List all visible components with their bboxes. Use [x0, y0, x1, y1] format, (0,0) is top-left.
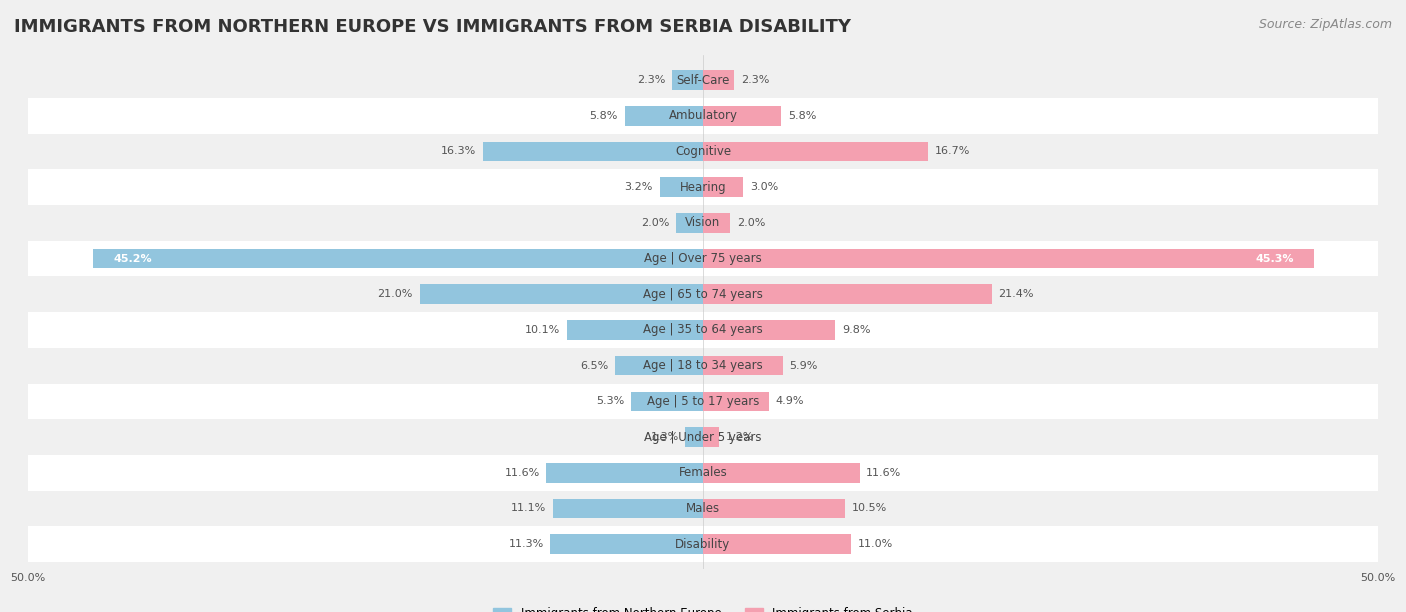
Bar — [616, 356, 703, 376]
Bar — [28, 205, 1378, 241]
Bar — [28, 312, 1378, 348]
Text: Age | 5 to 17 years: Age | 5 to 17 years — [647, 395, 759, 408]
Bar — [547, 463, 703, 483]
Bar — [28, 133, 1378, 170]
Bar — [551, 534, 703, 554]
Text: Vision: Vision — [685, 217, 721, 230]
Text: 11.6%: 11.6% — [866, 468, 901, 478]
Text: 10.1%: 10.1% — [524, 325, 560, 335]
Bar — [553, 499, 703, 518]
Text: Age | Under 5 years: Age | Under 5 years — [644, 431, 762, 444]
Text: 45.2%: 45.2% — [112, 253, 152, 264]
Bar — [28, 241, 1378, 277]
Bar — [703, 534, 852, 554]
Text: 4.9%: 4.9% — [776, 397, 804, 406]
Bar — [631, 392, 703, 411]
Bar — [28, 491, 1378, 526]
Bar — [676, 213, 703, 233]
Bar — [672, 70, 703, 90]
Text: Ambulatory: Ambulatory — [668, 110, 738, 122]
Text: 11.1%: 11.1% — [512, 504, 547, 513]
Bar — [703, 177, 744, 197]
Text: 2.0%: 2.0% — [641, 218, 669, 228]
Text: 1.2%: 1.2% — [725, 432, 755, 442]
Text: Self-Care: Self-Care — [676, 73, 730, 86]
Text: IMMIGRANTS FROM NORTHERN EUROPE VS IMMIGRANTS FROM SERBIA DISABILITY: IMMIGRANTS FROM NORTHERN EUROPE VS IMMIG… — [14, 18, 851, 36]
Bar — [686, 427, 703, 447]
Bar — [703, 106, 782, 125]
Text: 2.3%: 2.3% — [637, 75, 665, 85]
Text: 1.3%: 1.3% — [651, 432, 679, 442]
Bar — [28, 455, 1378, 491]
Bar — [484, 141, 703, 162]
Text: 9.8%: 9.8% — [842, 325, 870, 335]
Text: Age | 65 to 74 years: Age | 65 to 74 years — [643, 288, 763, 300]
Bar — [28, 277, 1378, 312]
Bar — [28, 62, 1378, 98]
Text: Hearing: Hearing — [679, 181, 727, 193]
Text: 5.3%: 5.3% — [596, 397, 624, 406]
Bar — [28, 419, 1378, 455]
Bar — [28, 170, 1378, 205]
Bar — [703, 499, 845, 518]
Text: Age | Over 75 years: Age | Over 75 years — [644, 252, 762, 265]
Bar — [28, 526, 1378, 562]
Bar — [28, 348, 1378, 384]
Bar — [703, 356, 783, 376]
Text: Cognitive: Cognitive — [675, 145, 731, 158]
Bar — [703, 285, 991, 304]
Bar — [624, 106, 703, 125]
Text: 11.0%: 11.0% — [858, 539, 893, 549]
Text: 2.0%: 2.0% — [737, 218, 765, 228]
Text: Source: ZipAtlas.com: Source: ZipAtlas.com — [1258, 18, 1392, 31]
Text: 45.3%: 45.3% — [1256, 253, 1294, 264]
Bar — [703, 320, 835, 340]
Bar — [703, 213, 730, 233]
Legend: Immigrants from Northern Europe, Immigrants from Serbia: Immigrants from Northern Europe, Immigra… — [489, 602, 917, 612]
Bar — [28, 98, 1378, 133]
Text: 3.0%: 3.0% — [751, 182, 779, 192]
Bar — [703, 392, 769, 411]
Bar — [703, 70, 734, 90]
Bar — [567, 320, 703, 340]
Text: 21.0%: 21.0% — [377, 289, 413, 299]
Text: 16.3%: 16.3% — [441, 146, 477, 157]
Bar — [703, 463, 859, 483]
Text: 5.8%: 5.8% — [787, 111, 817, 121]
Text: Age | 18 to 34 years: Age | 18 to 34 years — [643, 359, 763, 372]
Text: 11.6%: 11.6% — [505, 468, 540, 478]
Text: 10.5%: 10.5% — [852, 504, 887, 513]
Text: Females: Females — [679, 466, 727, 479]
Bar — [93, 248, 703, 269]
Text: 5.9%: 5.9% — [789, 360, 818, 371]
Bar — [703, 248, 1315, 269]
Text: 5.8%: 5.8% — [589, 111, 619, 121]
Text: Age | 35 to 64 years: Age | 35 to 64 years — [643, 324, 763, 337]
Text: 6.5%: 6.5% — [581, 360, 609, 371]
Text: 3.2%: 3.2% — [624, 182, 652, 192]
Bar — [703, 141, 928, 162]
Text: 11.3%: 11.3% — [509, 539, 544, 549]
Text: Males: Males — [686, 502, 720, 515]
Bar — [28, 384, 1378, 419]
Text: 16.7%: 16.7% — [935, 146, 970, 157]
Bar — [659, 177, 703, 197]
Text: Disability: Disability — [675, 538, 731, 551]
Bar — [703, 427, 720, 447]
Bar — [419, 285, 703, 304]
Text: 21.4%: 21.4% — [998, 289, 1033, 299]
Text: 2.3%: 2.3% — [741, 75, 769, 85]
